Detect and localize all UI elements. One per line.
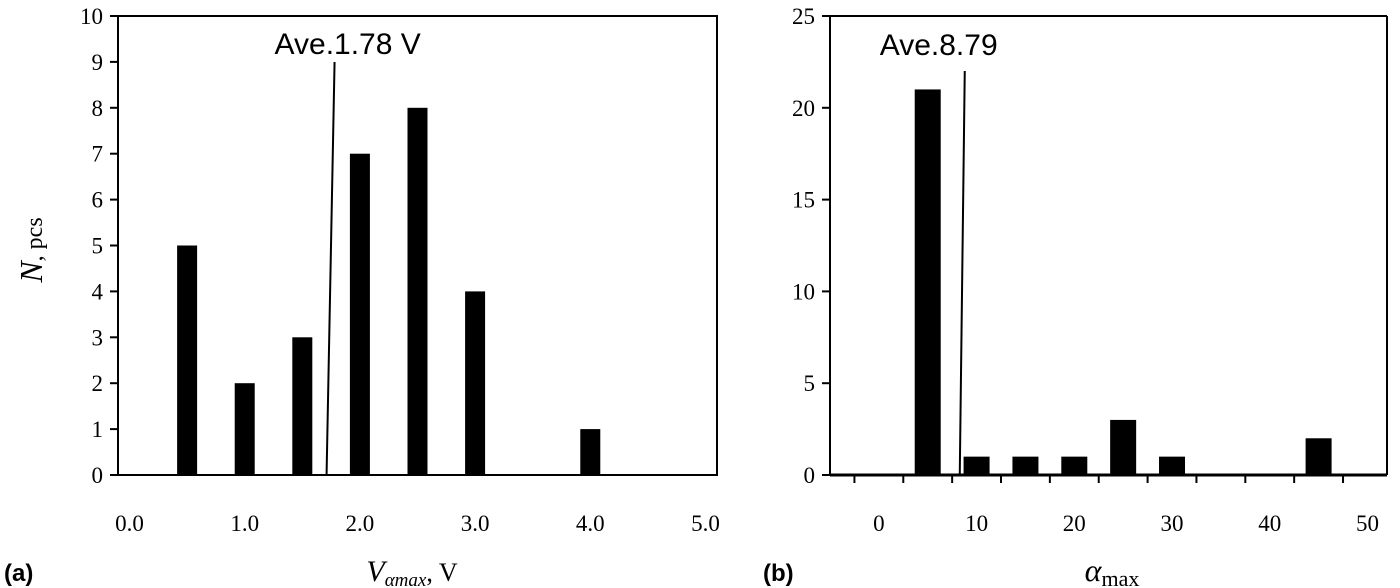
x-tick-label: 0.0 (115, 511, 144, 536)
y-tick-label: 3 (92, 325, 104, 350)
x-tick-label: 50 (1356, 511, 1379, 536)
panel-label-a: (a) (4, 560, 33, 587)
average-label-b: Ave.8.79 (880, 29, 998, 62)
panel-label-b: (b) (763, 560, 794, 587)
bar (1159, 456, 1186, 475)
x-axis-title-b: αmax (1085, 552, 1140, 588)
y-tick-label: 10 (80, 4, 103, 29)
chart-b: 0 5 10 15 20 25 0 10 20 30 40 50 Ave.8.79 (b) αmax (763, 4, 1388, 588)
chart-a: 0 1 2 3 4 5 6 7 8 9 10 0.0 1.0 2.0 3.0 4.0 5.0 Ave.1.78… (4, 4, 720, 588)
y-tick-label: 9 (92, 50, 104, 75)
bars-b (914, 89, 1332, 475)
y-axis-a: 0 1 2 3 4 5 6 7 8 9 10 (80, 4, 118, 488)
bar (177, 245, 198, 475)
x-tick-label: 30 (1161, 511, 1184, 536)
bar (1110, 419, 1137, 475)
bar (963, 456, 990, 475)
y-tick-label: 0 (804, 463, 816, 488)
average-line-b (958, 70, 966, 476)
y-tick-label: 7 (92, 142, 104, 167)
y-tick-label: 20 (792, 96, 815, 121)
y-tick-label: 6 (92, 188, 104, 213)
average-line-a (325, 61, 336, 476)
bar (465, 291, 486, 475)
x-tick-label: 4.0 (576, 511, 605, 536)
x-tick-label: 10 (965, 511, 988, 536)
bar (292, 337, 313, 475)
y-tick-label: 4 (92, 279, 104, 304)
bar (349, 153, 370, 475)
bar (914, 89, 941, 475)
y-tick-label: 8 (92, 96, 104, 121)
x-tick-label: 5.0 (691, 511, 720, 536)
bar (580, 429, 601, 475)
x-axis-b: 0 10 20 30 40 50 (853, 475, 1379, 536)
x-tick-label: 3.0 (461, 511, 490, 536)
x-tick-label: 20 (1063, 511, 1086, 536)
y-tick-label: 1 (92, 417, 104, 442)
y-axis-title-a: N, pcs (13, 217, 49, 283)
x-tick-label: 2.0 (346, 511, 375, 536)
y-tick-label: 15 (792, 188, 815, 213)
y-axis-b: 0 5 10 15 20 25 (792, 4, 830, 488)
y-tick-label: 25 (792, 4, 815, 29)
bars-a (177, 107, 601, 476)
x-tick-label: 40 (1258, 511, 1281, 536)
bar (1305, 438, 1332, 475)
x-tick-label: 1.0 (230, 511, 259, 536)
x-tick-label: 0 (873, 511, 885, 536)
average-label-a: Ave.1.78 V (275, 28, 421, 61)
bar (1061, 456, 1088, 475)
y-tick-label: 10 (792, 279, 815, 304)
y-tick-label: 5 (804, 371, 816, 396)
bar (407, 107, 428, 476)
x-axis-title-a: Vαmax, V (366, 555, 457, 588)
y-tick-label: 0 (92, 463, 104, 488)
y-tick-label: 2 (92, 371, 104, 396)
bar (1012, 456, 1039, 475)
x-axis-a: 0.0 1.0 2.0 3.0 4.0 5.0 (115, 511, 720, 536)
y-tick-label: 5 (92, 234, 104, 259)
bar (234, 383, 255, 475)
